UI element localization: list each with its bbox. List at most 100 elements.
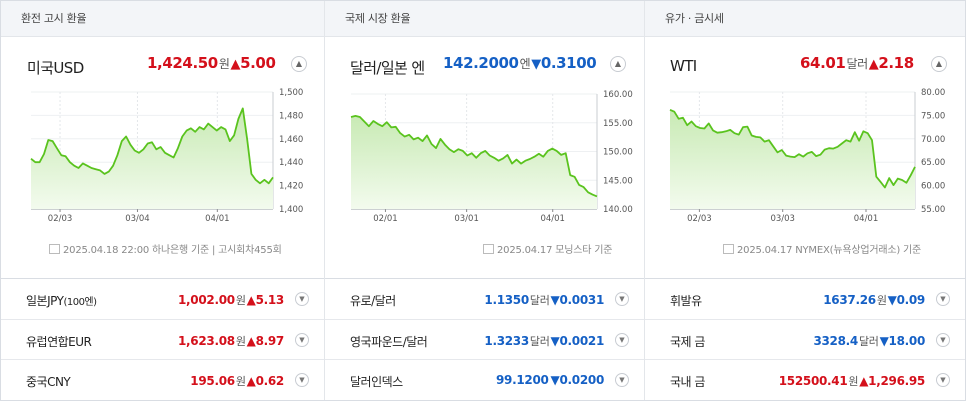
sub-rate-value: 99.1200 ▼0.0200 [496,373,604,387]
y-tick-label: 155.00 [603,119,633,129]
sub-rate-value: 152500.41원▲1,296.95 [778,373,926,389]
list-item[interactable]: 국내 금 152500.41원▲1,296.95 ▼ [645,360,965,401]
chevron-down-icon[interactable]: ▼ [615,292,629,306]
main-rate-row[interactable]: 달러/일본 엔 142.2000엔▼0.3100 ▲ [325,45,644,83]
x-tick-label: 04/01 [540,214,565,224]
panel-header[interactable]: 환전 고시 환율 [1,1,324,37]
panel-international-market: 국제 시장 환율 달러/일본 엔 142.2000엔▼0.3100 ▲ 160.… [324,1,644,400]
sub-rate-unit: 달러 [529,294,550,307]
series-line [669,108,916,189]
list-item[interactable]: 중국CNY 195.06원▲0.62 ▼ [1,360,324,401]
sub-rate-list: 휘발유 1637.26원▼0.09 ▼ 국제 금 3328.4달러▼18.00 … [645,278,965,401]
main-rate-unit: 원 [218,57,230,71]
main-rate-row[interactable]: 미국USD 1,424.50원▲5.00 ▲ [1,45,324,83]
y-tick-label: 1,460 [279,135,303,145]
list-item[interactable]: 유로/달러 1.1350달러▼0.0031 ▼ [325,279,644,320]
panel-header[interactable]: 국제 시장 환율 [325,1,644,37]
chevron-up-icon[interactable]: ▲ [291,56,307,72]
panel-header[interactable]: 유가 · 금시세 [645,1,965,37]
y-tick-label: 55.00 [921,205,945,215]
main-rate-change: 0.3100 [540,54,597,72]
sub-rate-unit: 원 [848,375,859,388]
y-tick-label: 70.00 [921,135,945,145]
panel-exchange-notice: 환전 고시 환율 미국USD 1,424.50원▲5.00 ▲ 1,500 1,4… [1,1,324,400]
sub-rate-number: 152500.41 [778,374,848,388]
down-arrow-icon: ▼ [887,293,897,307]
document-icon [723,244,734,254]
main-rate-name: WTI [670,57,697,75]
list-item[interactable]: 영국파운드/달러 1.3233달러▼0.0021 ▼ [325,320,644,360]
list-item[interactable]: 국제 금 3328.4달러▼18.00 ▼ [645,320,965,360]
chevron-down-icon[interactable]: ▼ [615,332,629,347]
y-tick-label: 140.00 [603,205,633,215]
chevron-down-icon[interactable]: ▼ [936,332,950,347]
chevron-down-icon[interactable]: ▼ [295,292,309,306]
main-rate-name: 미국USD [27,59,84,77]
sub-rate-value: 1,623.08원▲8.97 [178,333,284,349]
sub-rate-name: 국내 금 [670,375,705,389]
list-item[interactable]: 일본JPY(100엔) 1,002.00원▲5.13 ▼ [1,279,324,320]
sub-rate-change: 0.62 [255,374,285,388]
chart-svg: 80.00 75.00 70.00 65.00 60.00 55.00 02/03 03/03… [669,88,945,224]
chevron-down-icon[interactable]: ▼ [936,292,950,306]
source-note: 2025.04.17 모닝스타 기준 [483,241,612,256]
chevron-up-icon[interactable]: ▲ [610,56,626,72]
sub-rate-change: 8.97 [255,333,285,348]
sub-rate-change: 0.0021 [559,333,604,348]
sub-rate-name: 영국파운드/달러 [350,334,428,349]
x-tick-label: 04/01 [854,214,879,224]
chevron-down-icon[interactable]: ▼ [615,373,629,387]
main-rate-unit: 엔 [519,57,531,71]
y-tick-label: 1,440 [279,158,303,168]
x-tick-label: 04/01 [205,214,230,224]
sub-rate-name-text: 중국CNY [26,375,71,389]
sub-rate-unit: 원 [235,375,246,388]
sub-rate-list: 일본JPY(100엔) 1,002.00원▲5.13 ▼ 유럽연합EUR 1,6… [1,278,324,401]
down-arrow-icon: ▼ [879,333,889,348]
x-tick-label: 03/03 [770,214,795,224]
sub-rate-name-text: 일본JPY [26,294,64,308]
panel-oil-gold: 유가 · 금시세 WTI 64.01달러▲2.18 ▲ 80.00 75.00 70… [644,1,965,400]
chevron-up-icon[interactable]: ▲ [931,56,947,72]
sub-rate-number: 1,623.08 [177,333,235,348]
sub-rate-change: 18.00 [888,333,926,348]
list-item[interactable]: 휘발유 1637.26원▼0.09 ▼ [645,279,965,320]
chevron-down-icon[interactable]: ▼ [295,332,309,347]
source-text: 2025.04.18 22:00 하나은행 기준 | 고시회차455회 [63,245,282,256]
chevron-down-icon[interactable]: ▼ [295,373,309,387]
chart-svg: 1,500 1,480 1,460 1,440 1,420 1,400 02/03 03/04… [30,88,303,224]
chevron-down-icon[interactable]: ▼ [936,373,950,387]
series-line [30,107,274,185]
main-rate-change: 2.18 [878,54,914,72]
sub-rate-change: 1,296.95 [868,374,925,388]
main-rate-value: 142.2000엔▼0.3100 [443,54,597,72]
sub-rate-change: 0.09 [896,293,926,307]
up-arrow-icon: ▲ [230,57,241,72]
sub-rate-number: 1.1350 [484,293,529,307]
up-arrow-icon: ▲ [246,333,256,348]
series-area [31,108,273,209]
x-tick-label: 03/04 [125,214,150,224]
x-tick-label: 02/01 [373,214,398,224]
sub-rate-number: 1,002.00 [177,293,235,307]
sub-rate-value: 1.3233달러▼0.0021 [484,333,604,349]
main-rate-row[interactable]: WTI 64.01달러▲2.18 ▲ [645,45,965,83]
y-tick-label: 75.00 [921,111,945,121]
y-tick-label: 1,400 [279,205,303,215]
sub-rate-number: 99.1200 [495,373,549,387]
main-rate-number: 1,424.50 [147,54,218,72]
main-rate-value: 1,424.50원▲5.00 [147,54,276,72]
sub-rate-value: 1.1350달러▼0.0031 [484,292,604,308]
chart-svg: 160.00 155.00 150.00 145.00 140.00 02/01 03/01… [350,90,633,224]
main-rate-unit: 달러 [846,57,868,71]
up-arrow-icon: ▲ [246,293,256,307]
list-item[interactable]: 달러인덱스 99.1200 ▼0.0200 ▼ [325,360,644,401]
up-arrow-icon: ▲ [859,374,869,388]
sub-rate-unit: 원 [235,334,246,348]
sub-rate-change: 5.13 [255,293,285,307]
sub-rate-unit: 원 [235,294,246,307]
list-item[interactable]: 유럽연합EUR 1,623.08원▲8.97 ▼ [1,320,324,360]
down-arrow-icon: ▼ [550,373,560,387]
sub-rate-name: 달러인덱스 [350,375,403,389]
y-tick-label: 160.00 [603,90,633,100]
